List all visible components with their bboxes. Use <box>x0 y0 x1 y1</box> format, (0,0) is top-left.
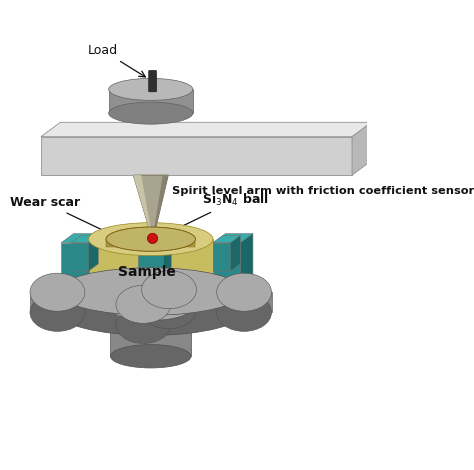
Polygon shape <box>71 243 89 271</box>
Text: Sample: Sample <box>118 265 176 279</box>
Polygon shape <box>89 234 101 294</box>
Polygon shape <box>41 137 352 175</box>
FancyBboxPatch shape <box>149 70 156 92</box>
Text: Wear scar: Wear scar <box>10 196 114 235</box>
Ellipse shape <box>116 306 171 344</box>
Polygon shape <box>213 243 240 294</box>
Polygon shape <box>109 89 193 113</box>
Text: Spirit level arm with friction coefficient sensor: Spirit level arm with friction coefficie… <box>172 186 474 196</box>
Ellipse shape <box>116 285 171 323</box>
Ellipse shape <box>89 279 213 313</box>
Text: Si$_3$N$_4$ ball: Si$_3$N$_4$ ball <box>161 192 269 237</box>
Polygon shape <box>213 243 230 271</box>
Polygon shape <box>106 239 195 247</box>
Polygon shape <box>142 290 197 310</box>
Ellipse shape <box>57 288 244 336</box>
Polygon shape <box>57 291 244 312</box>
Polygon shape <box>240 234 253 294</box>
Polygon shape <box>175 230 182 254</box>
Ellipse shape <box>110 297 191 321</box>
Ellipse shape <box>106 227 195 251</box>
Ellipse shape <box>142 271 197 309</box>
Ellipse shape <box>110 345 191 368</box>
Polygon shape <box>131 273 170 293</box>
Ellipse shape <box>217 293 272 331</box>
Polygon shape <box>138 248 164 273</box>
Polygon shape <box>89 239 213 296</box>
Text: Load: Load <box>88 44 146 77</box>
Polygon shape <box>131 266 180 273</box>
Ellipse shape <box>142 291 197 329</box>
Ellipse shape <box>57 268 244 315</box>
Polygon shape <box>152 235 175 254</box>
Polygon shape <box>213 234 253 243</box>
Polygon shape <box>217 292 272 313</box>
Polygon shape <box>152 230 182 235</box>
Polygon shape <box>133 175 168 235</box>
Polygon shape <box>61 243 89 294</box>
Polygon shape <box>110 309 191 356</box>
Polygon shape <box>164 243 171 273</box>
Polygon shape <box>230 235 240 271</box>
Polygon shape <box>41 122 372 137</box>
Ellipse shape <box>89 223 213 256</box>
Polygon shape <box>116 304 171 324</box>
Ellipse shape <box>109 102 193 124</box>
Polygon shape <box>213 235 240 243</box>
Polygon shape <box>89 235 98 271</box>
Polygon shape <box>133 175 152 235</box>
Ellipse shape <box>30 293 85 331</box>
Polygon shape <box>170 266 180 293</box>
Ellipse shape <box>109 78 193 101</box>
Circle shape <box>147 233 158 243</box>
Polygon shape <box>138 243 171 248</box>
Polygon shape <box>61 234 101 243</box>
Ellipse shape <box>106 227 195 251</box>
Polygon shape <box>153 175 168 235</box>
Polygon shape <box>30 292 85 313</box>
Polygon shape <box>352 122 372 175</box>
Ellipse shape <box>30 273 85 311</box>
Polygon shape <box>71 235 98 243</box>
Ellipse shape <box>217 273 272 311</box>
